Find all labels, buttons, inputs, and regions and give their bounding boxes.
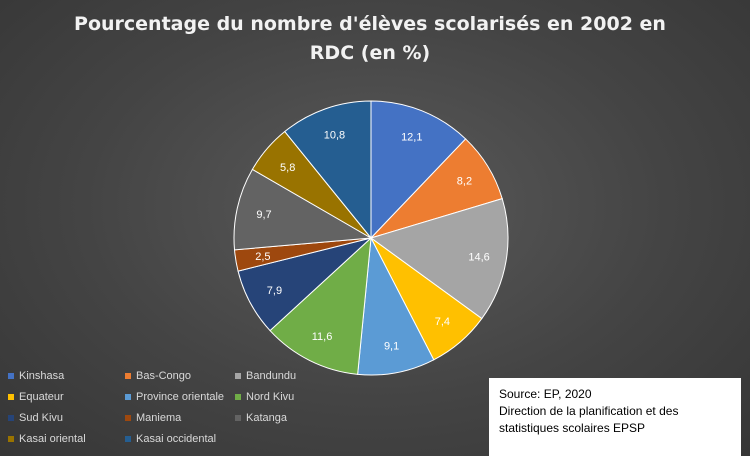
slice-value-label: 9,1 [384, 341, 399, 353]
legend-swatch [8, 373, 14, 379]
legend-swatch [8, 394, 14, 400]
source-line: Source: EP, 2020 [499, 387, 592, 401]
legend-item: Bas-Congo [125, 368, 235, 384]
slice-value-label: 9,7 [256, 209, 271, 221]
legend-label: Katanga [246, 412, 287, 424]
source-box: Source: EP, 2020 Direction de la planifi… [489, 378, 741, 456]
legend-item: Equateur [8, 389, 125, 405]
legend-item: Maniema [125, 410, 235, 426]
legend-swatch [8, 436, 14, 442]
legend-item: Kinshasa [8, 368, 125, 384]
slice-value-label: 5,8 [280, 162, 295, 174]
legend-item: Bandundu [235, 368, 345, 384]
legend-item: Nord Kivu [235, 389, 345, 405]
legend-label: Bas-Congo [136, 370, 192, 382]
legend-item: Province orientale [125, 389, 235, 405]
slice-value-label: 7,9 [267, 285, 282, 297]
slice-value-label: 11,6 [312, 331, 333, 343]
pie-slice-bandundu [369, 198, 509, 320]
legend-label: Bandundu [246, 370, 297, 382]
legend-swatch [235, 415, 241, 421]
legend-label: Kasai occidental [136, 433, 217, 445]
source-description: Direction de la planification et des sta… [499, 404, 679, 435]
legend-label: Kasai oriental [19, 433, 86, 445]
pie-slice-katanga [233, 168, 373, 251]
slice-value-label: 10,8 [324, 130, 345, 142]
slice-value-label: 2,5 [255, 251, 270, 263]
legend-item: Katanga [235, 410, 345, 426]
slice-value-label: 12,1 [401, 131, 422, 143]
pie-slice-kinshasa [370, 100, 467, 240]
legend: Kinshasa Bas-Congo Bandundu Equateur Provinc… [8, 368, 488, 447]
legend-swatch [125, 373, 131, 379]
legend-swatch [125, 415, 131, 421]
pie-slice-province-orientale [357, 236, 435, 376]
slice-value-label: 14,6 [468, 251, 489, 263]
legend-label: Kinshasa [19, 370, 65, 382]
legend-swatch [8, 415, 14, 421]
legend-label: Province orientale [136, 391, 225, 403]
slice-value-label: 8,2 [457, 176, 472, 188]
legend-label: Maniema [136, 412, 182, 424]
legend-swatch [125, 436, 131, 442]
legend-label: Sud Kivu [19, 412, 64, 424]
legend-label: Equateur [19, 391, 64, 403]
legend-label: Nord Kivu [246, 391, 295, 403]
legend-item: Sud Kivu [8, 410, 125, 426]
legend-swatch [125, 394, 131, 400]
pie-slice-kasai-occidental [284, 100, 372, 240]
legend-swatch [235, 373, 241, 379]
chart-title: Pourcentage du nombre d'élèves scolarisé… [74, 13, 666, 64]
legend-item: Kasai oriental [8, 431, 125, 447]
pie-slice-nord-kivu [269, 236, 372, 375]
slice-value-label: 7,4 [435, 316, 450, 328]
legend-item: Kasai occidental [125, 431, 235, 447]
legend-swatch [235, 394, 241, 400]
